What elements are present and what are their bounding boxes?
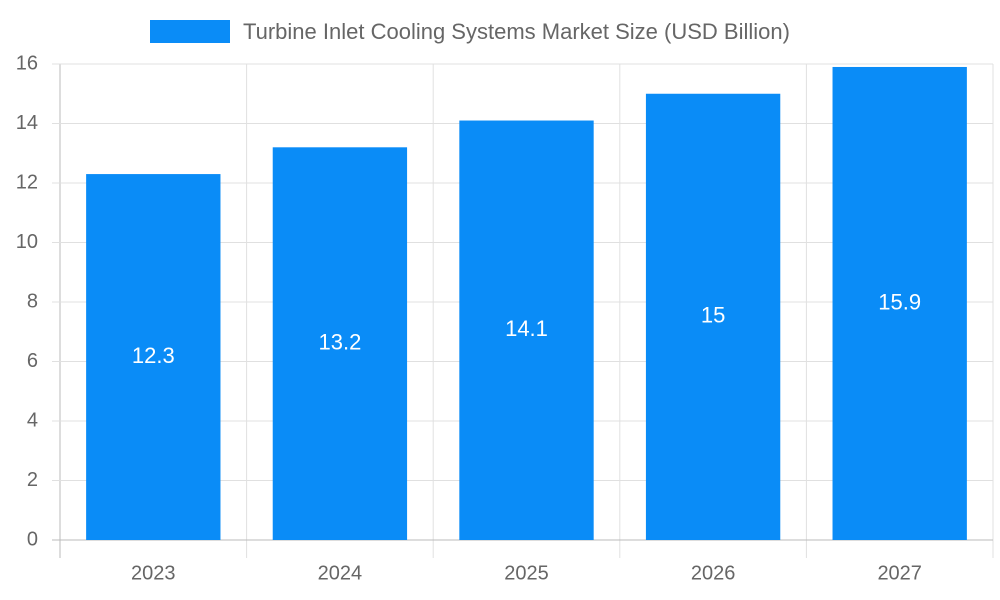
- y-tick-label: 0: [27, 528, 38, 550]
- x-tick-label: 2024: [318, 562, 363, 584]
- y-tick-label: 8: [27, 290, 38, 312]
- data-label: 12.3: [132, 343, 175, 368]
- bar: [645, 93, 781, 540]
- bar: [272, 147, 408, 541]
- x-tick-label: 2023: [131, 562, 176, 584]
- y-tick-label: 16: [16, 52, 38, 74]
- data-label: 14.1: [505, 316, 548, 341]
- bar: [86, 174, 221, 540]
- data-label: 15: [701, 303, 725, 328]
- bar: [459, 120, 594, 541]
- x-tick-label: 2027: [877, 562, 922, 584]
- bar: [832, 66, 967, 540]
- y-tick-label: 14: [16, 112, 38, 134]
- data-label: 13.2: [318, 329, 361, 354]
- y-tick-label: 6: [27, 350, 38, 372]
- legend-swatch: [150, 20, 230, 43]
- x-tick-label: 2026: [691, 562, 736, 584]
- legend-label: Turbine Inlet Cooling Systems Market Siz…: [243, 19, 790, 44]
- y-tick-label: 4: [27, 409, 38, 431]
- data-label: 15.9: [878, 289, 921, 314]
- y-tick-label: 10: [16, 231, 38, 253]
- x-tick-label: 2025: [504, 562, 549, 584]
- y-tick-label: 2: [27, 469, 38, 491]
- y-tick-label: 12: [16, 171, 38, 193]
